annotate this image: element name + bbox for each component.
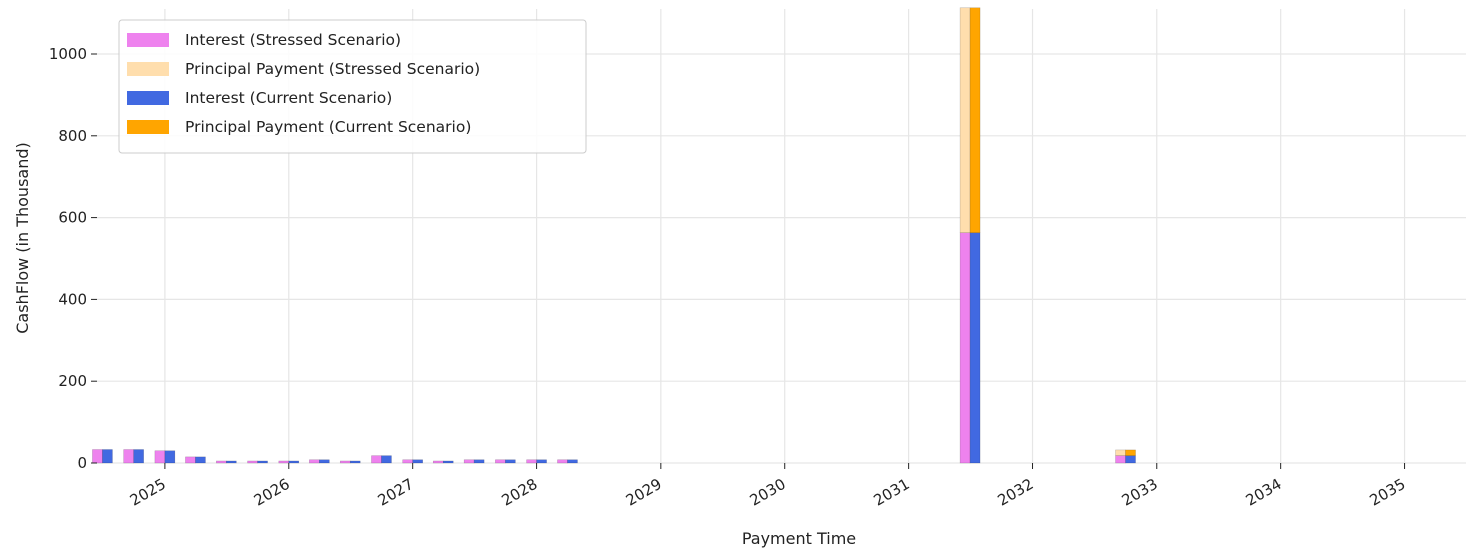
x-tick-label: 2025 xyxy=(127,475,169,510)
x-tick-label: 2026 xyxy=(251,475,293,510)
bar-interest-current-scenario xyxy=(567,459,578,464)
bar-interest-stressed-scenario xyxy=(154,450,166,464)
x-tick-label: 2028 xyxy=(499,475,541,510)
bar-interest-current-scenario xyxy=(257,460,268,464)
bar-interest-current-scenario xyxy=(969,232,981,464)
bar-principal-payment-current-scenario xyxy=(1125,449,1136,456)
x-tick-label: 2027 xyxy=(375,475,417,510)
legend-label: Interest (Current Scenario) xyxy=(185,89,392,107)
bar-interest-current-scenario xyxy=(133,449,144,464)
bar-interest-stressed-scenario xyxy=(247,460,258,464)
bar-interest-stressed-scenario xyxy=(123,449,134,464)
x-tick-label: 2033 xyxy=(1119,475,1161,510)
bar-interest-current-scenario xyxy=(349,460,361,464)
y-tick-label: 800 xyxy=(58,127,87,145)
bar-interest-stressed-scenario xyxy=(432,460,444,464)
bar-interest-stressed-scenario xyxy=(371,455,382,464)
bar-interest-stressed-scenario xyxy=(216,460,227,464)
bar-interest-stressed-scenario xyxy=(1115,455,1126,464)
x-tick-label: 2034 xyxy=(1243,475,1285,510)
x-tick-label: 2032 xyxy=(994,475,1036,510)
bar-interest-stressed-scenario xyxy=(92,449,103,464)
bar-interest-current-scenario xyxy=(226,460,237,464)
bar-interest-current-scenario xyxy=(442,460,454,464)
x-tick-label: 2030 xyxy=(747,475,789,510)
bar-principal-payment-stressed-scenario xyxy=(1115,449,1126,456)
bar-interest-current-scenario xyxy=(164,450,176,464)
bar-interest-stressed-scenario xyxy=(557,459,568,464)
bars xyxy=(92,7,1136,464)
bar-interest-stressed-scenario xyxy=(278,460,290,464)
legend-swatch xyxy=(127,91,169,105)
x-tick-label: 2031 xyxy=(871,475,913,510)
x-axis-label: Payment Time xyxy=(742,529,856,548)
bar-interest-current-scenario xyxy=(319,459,330,464)
y-tick-label: 1000 xyxy=(49,45,87,63)
x-tick-label: 2035 xyxy=(1366,475,1408,510)
bar-interest-current-scenario xyxy=(102,449,113,464)
bar-interest-current-scenario xyxy=(381,455,392,464)
bar-interest-stressed-scenario xyxy=(463,459,475,464)
y-tick-label: 600 xyxy=(58,209,87,227)
legend-swatch xyxy=(127,33,169,47)
bar-interest-stressed-scenario xyxy=(185,456,196,464)
bar-interest-current-scenario xyxy=(288,460,300,464)
bar-interest-current-scenario xyxy=(195,456,206,464)
y-tick-label: 200 xyxy=(58,372,87,390)
legend-swatch xyxy=(127,62,169,76)
legend-swatch xyxy=(127,120,169,134)
x-tick-label: 2029 xyxy=(623,475,665,510)
y-tick-label: 400 xyxy=(58,290,87,308)
bar-interest-stressed-scenario xyxy=(959,232,971,464)
bar-interest-stressed-scenario xyxy=(495,459,506,464)
bar-interest-current-scenario xyxy=(505,459,516,464)
legend-box xyxy=(118,19,587,154)
bar-interest-current-scenario xyxy=(536,459,547,464)
bar-interest-stressed-scenario xyxy=(309,459,320,464)
bar-interest-stressed-scenario xyxy=(402,459,413,464)
legend: Interest (Stressed Scenario) Principal Pa… xyxy=(118,19,587,154)
bar-principal-payment-current-scenario xyxy=(969,7,981,233)
legend-label: Interest (Stressed Scenario) xyxy=(185,31,401,49)
y-axis-label: CashFlow (in Thousand) xyxy=(13,142,32,334)
bar-interest-stressed-scenario xyxy=(526,459,537,464)
bar-interest-current-scenario xyxy=(412,459,423,464)
legend-label: Principal Payment (Stressed Scenario) xyxy=(185,60,480,78)
y-tick-label: 0 xyxy=(77,454,87,472)
bar-principal-payment-stressed-scenario xyxy=(959,7,971,233)
bar-interest-stressed-scenario xyxy=(339,460,351,464)
bar-interest-current-scenario xyxy=(1125,455,1136,464)
legend-label: Principal Payment (Current Scenario) xyxy=(185,118,471,136)
bar-interest-current-scenario xyxy=(473,459,485,464)
